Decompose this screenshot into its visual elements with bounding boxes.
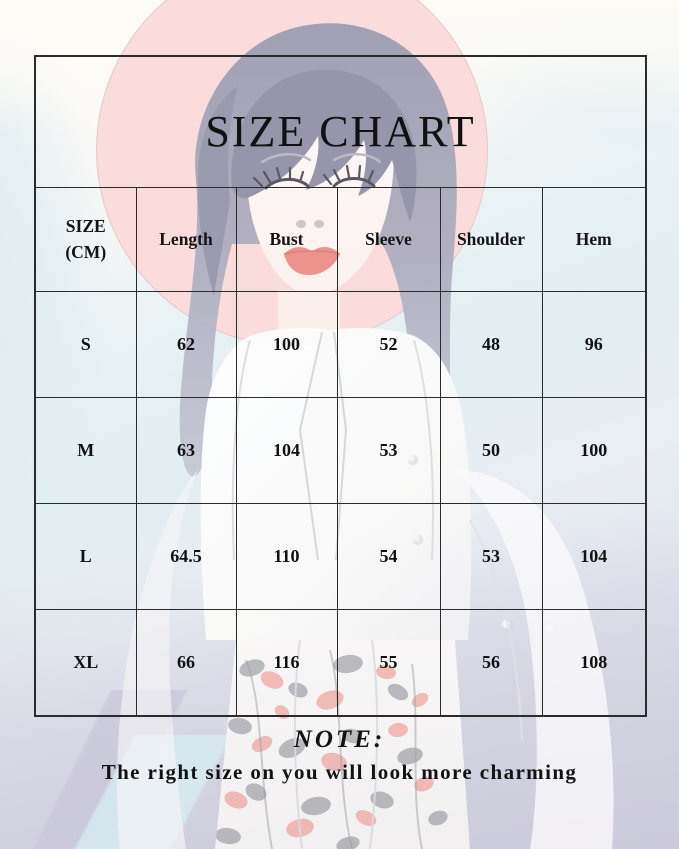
page-title-cell: SIZE CHART bbox=[35, 56, 647, 188]
cell-length: 62 bbox=[135, 291, 237, 398]
cell-shoulder: 48 bbox=[439, 291, 543, 398]
cell-hem: 108 bbox=[541, 609, 647, 717]
column-header-hem: Hem bbox=[541, 187, 647, 292]
cell-size: M bbox=[34, 397, 137, 504]
cell-size: L bbox=[34, 503, 137, 610]
table-row: S 62 100 52 48 96 bbox=[34, 291, 647, 398]
column-header-size: SIZE (CM) bbox=[34, 187, 137, 292]
cell-length: 63 bbox=[135, 397, 237, 504]
note-label: NOTE: bbox=[293, 726, 386, 753]
column-header-sleeve: Sleeve bbox=[336, 187, 441, 292]
cell-bust: 116 bbox=[235, 609, 338, 717]
cell-bust: 104 bbox=[235, 397, 338, 504]
column-header-size-line2: (CM) bbox=[65, 241, 107, 262]
cell-shoulder: 53 bbox=[439, 503, 543, 610]
cell-size: S bbox=[34, 291, 137, 398]
table-row: XL 66 116 55 56 108 bbox=[34, 609, 647, 717]
title-row: SIZE CHART bbox=[35, 56, 647, 188]
cell-size: XL bbox=[34, 609, 137, 717]
page-title: SIZE CHART bbox=[205, 107, 476, 156]
cell-hem: 96 bbox=[541, 291, 647, 398]
column-header-bust: Bust bbox=[235, 187, 338, 292]
column-header-length: Length bbox=[135, 187, 237, 292]
note-block: NOTE: The right size on you will look mo… bbox=[0, 726, 679, 785]
cell-length: 64.5 bbox=[135, 503, 237, 610]
cell-shoulder: 50 bbox=[439, 397, 543, 504]
cell-sleeve: 54 bbox=[336, 503, 441, 610]
table-row: L 64.5 110 54 53 104 bbox=[34, 503, 647, 610]
cell-hem: 104 bbox=[541, 503, 647, 610]
table-header-row: SIZE (CM) Length Bust Sleeve Shoulder He… bbox=[34, 187, 647, 292]
size-chart-table: SIZE CHART SIZE (CM) Length Bust Sleeve … bbox=[34, 55, 648, 717]
column-header-size-line1: SIZE bbox=[65, 216, 106, 237]
cell-shoulder: 56 bbox=[439, 609, 543, 717]
cell-length: 66 bbox=[135, 609, 237, 717]
cell-sleeve: 53 bbox=[336, 397, 441, 504]
cell-sleeve: 52 bbox=[336, 291, 441, 398]
table-row: M 63 104 53 50 100 bbox=[34, 397, 647, 504]
cell-bust: 100 bbox=[235, 291, 338, 398]
cell-hem: 100 bbox=[541, 397, 647, 504]
column-header-shoulder: Shoulder bbox=[439, 187, 543, 292]
cell-sleeve: 55 bbox=[336, 609, 441, 717]
note-text: The right size on you will look more cha… bbox=[101, 759, 578, 784]
cell-bust: 110 bbox=[235, 503, 338, 610]
